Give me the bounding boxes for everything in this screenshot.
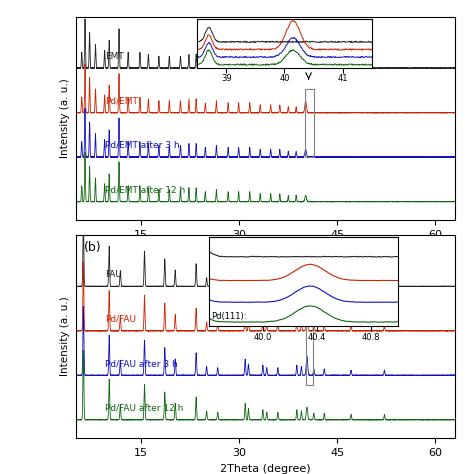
Bar (306, 307, 313, 385)
Text: Pd/FAU after 12 h: Pd/FAU after 12 h (105, 403, 183, 412)
Text: Pd/EMT: Pd/EMT (105, 97, 138, 106)
X-axis label: 2Theta (degree): 2Theta (degree) (220, 246, 311, 255)
Bar (305, 89, 314, 157)
X-axis label: 2Theta (degree): 2Theta (degree) (220, 464, 311, 474)
Text: (b): (b) (83, 241, 101, 254)
Y-axis label: Intensity (a. u.): Intensity (a. u.) (60, 297, 70, 376)
Text: Pd/FAU after 3 h: Pd/FAU after 3 h (105, 359, 178, 368)
Text: Pd/EMT after 12 h: Pd/EMT after 12 h (105, 185, 185, 194)
Text: FAU: FAU (105, 270, 122, 279)
Text: Pd/EMT after 3 h: Pd/EMT after 3 h (105, 141, 180, 150)
Text: EMT: EMT (105, 52, 124, 61)
Y-axis label: Intensity (a. u.): Intensity (a. u.) (60, 79, 70, 158)
Text: Pd/FAU: Pd/FAU (105, 315, 136, 324)
